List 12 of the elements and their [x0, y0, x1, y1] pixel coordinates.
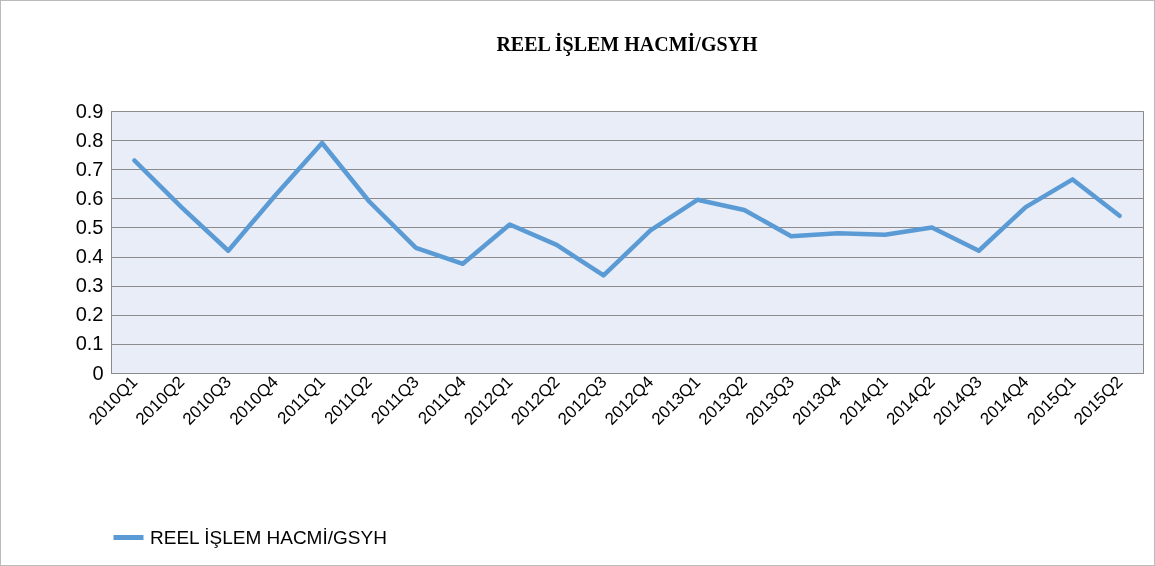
- y-tick-label: 0.3: [75, 274, 104, 297]
- y-tick-label: 0.9: [75, 99, 104, 122]
- y-tick-label: 0.6: [75, 186, 104, 209]
- line-series: [132, 140, 1122, 278]
- y-tick-label: 0.8: [75, 128, 104, 151]
- y-tick-label: 0.2: [75, 303, 104, 326]
- y-tick-label: 0.4: [75, 245, 104, 268]
- y-tick-label: 0.5: [75, 215, 104, 238]
- y-tick-label: 0.1: [75, 332, 104, 355]
- chart-title: REEL İŞLEM HACMİ/GSYH: [496, 32, 759, 56]
- legend-label: REEL İŞLEM HACMİ/GSYH: [150, 526, 387, 548]
- y-tick-label: 0.7: [75, 157, 104, 180]
